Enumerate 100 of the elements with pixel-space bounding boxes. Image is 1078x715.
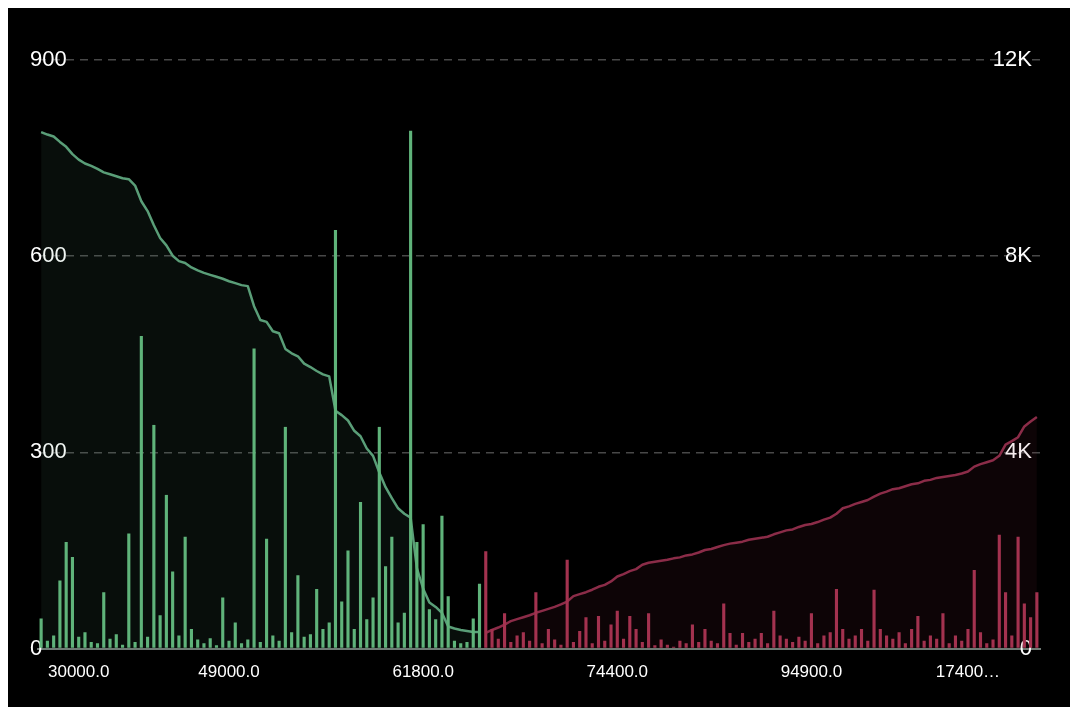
bar bbox=[797, 636, 801, 648]
bar bbox=[58, 580, 62, 648]
bar bbox=[265, 538, 269, 648]
y2-tick-label: 12K bbox=[992, 46, 1033, 72]
x-tick-label: 49000.0 bbox=[198, 662, 260, 682]
bar bbox=[271, 635, 275, 648]
bar bbox=[139, 335, 143, 648]
bar bbox=[803, 640, 807, 648]
bar bbox=[120, 644, 125, 648]
bar bbox=[665, 644, 669, 648]
bar bbox=[421, 524, 425, 648]
bar bbox=[490, 628, 494, 648]
bar bbox=[841, 628, 845, 648]
x-tick-label: 61800.0 bbox=[392, 662, 454, 682]
y2-tick-label: 4K bbox=[1005, 438, 1033, 464]
bar bbox=[127, 533, 131, 648]
bar bbox=[477, 583, 482, 648]
bar bbox=[966, 628, 970, 648]
bar bbox=[358, 502, 363, 648]
bar bbox=[133, 642, 137, 648]
bar bbox=[1029, 617, 1033, 648]
bar bbox=[891, 638, 895, 648]
bar bbox=[903, 643, 907, 648]
bar bbox=[703, 628, 707, 648]
bar bbox=[603, 640, 607, 648]
bar bbox=[609, 624, 613, 648]
y-tick-label: 300 bbox=[30, 438, 67, 464]
bar bbox=[885, 635, 889, 648]
bar bbox=[459, 643, 463, 648]
x-tick-label: 17400… bbox=[935, 662, 1001, 682]
bar bbox=[659, 639, 663, 648]
bar bbox=[722, 603, 726, 648]
bar bbox=[565, 559, 569, 648]
bar bbox=[553, 639, 557, 648]
bar bbox=[559, 644, 563, 648]
bar bbox=[302, 636, 306, 648]
bar bbox=[95, 643, 100, 648]
bar bbox=[985, 643, 989, 648]
bar bbox=[409, 130, 413, 648]
bar bbox=[759, 632, 763, 648]
bar bbox=[690, 624, 694, 648]
bar bbox=[628, 615, 632, 648]
bar bbox=[83, 632, 87, 648]
bar bbox=[1035, 592, 1039, 648]
bar bbox=[772, 610, 776, 648]
bar bbox=[402, 612, 406, 648]
bar bbox=[440, 515, 444, 648]
bar bbox=[89, 642, 93, 648]
bar bbox=[502, 613, 507, 648]
bar bbox=[252, 348, 256, 648]
bar bbox=[809, 613, 813, 648]
bar bbox=[177, 635, 181, 648]
bar bbox=[540, 643, 544, 648]
bar bbox=[734, 644, 738, 648]
bar bbox=[991, 639, 995, 648]
bar bbox=[396, 622, 400, 648]
bar bbox=[697, 642, 701, 648]
bar bbox=[997, 534, 1001, 648]
bar bbox=[521, 632, 525, 648]
bar bbox=[578, 630, 582, 648]
bar bbox=[70, 557, 75, 648]
bar bbox=[640, 642, 644, 648]
bar bbox=[509, 642, 513, 648]
bar bbox=[878, 628, 882, 648]
bar bbox=[972, 570, 976, 648]
bar bbox=[596, 615, 601, 648]
bar bbox=[164, 494, 168, 648]
bar bbox=[621, 638, 626, 648]
bar bbox=[277, 640, 281, 648]
bar bbox=[258, 642, 262, 648]
bar bbox=[935, 638, 939, 648]
bar bbox=[196, 639, 200, 648]
bar bbox=[227, 640, 231, 648]
bar bbox=[715, 643, 720, 648]
bar bbox=[928, 635, 932, 648]
bar bbox=[897, 632, 901, 648]
bar bbox=[747, 642, 751, 648]
bar bbox=[214, 645, 219, 648]
bar bbox=[340, 601, 344, 648]
bar bbox=[446, 596, 450, 648]
bar bbox=[910, 628, 914, 648]
x-tick-label: 30000.0 bbox=[47, 662, 110, 682]
bar bbox=[496, 638, 500, 648]
bar bbox=[114, 634, 118, 648]
y-tick-label: 900 bbox=[30, 46, 67, 72]
bar bbox=[784, 638, 788, 648]
bar bbox=[315, 589, 319, 648]
bar bbox=[515, 635, 519, 648]
bar bbox=[647, 613, 651, 648]
bar bbox=[922, 640, 926, 648]
bar bbox=[872, 589, 876, 648]
bar bbox=[246, 639, 250, 648]
bar bbox=[346, 550, 350, 648]
bar bbox=[171, 571, 175, 648]
y-tick-label: 600 bbox=[30, 242, 67, 268]
bar bbox=[740, 632, 745, 648]
bar bbox=[828, 632, 832, 648]
bar bbox=[233, 622, 237, 648]
bar bbox=[753, 638, 757, 648]
bar bbox=[953, 635, 958, 648]
